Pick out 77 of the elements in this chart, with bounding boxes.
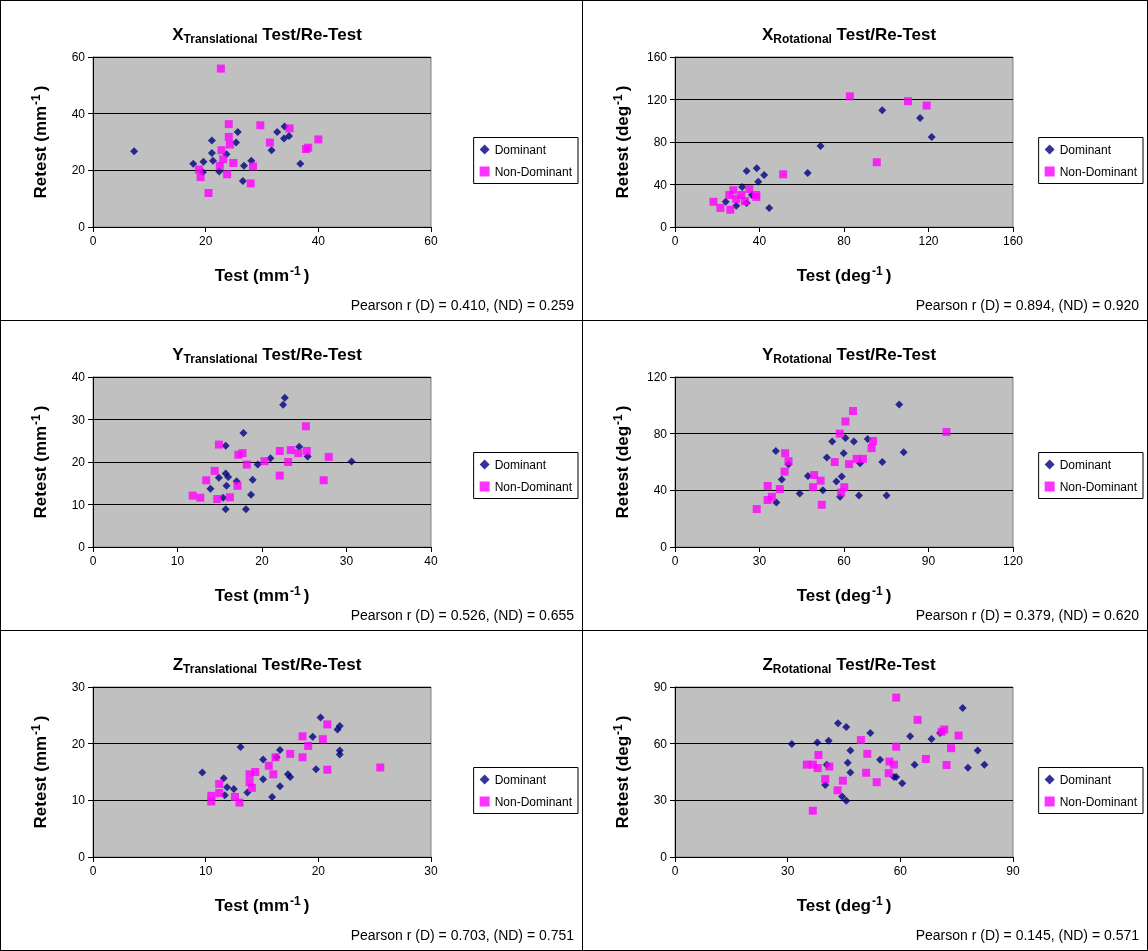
y-tick-label: 0: [78, 220, 86, 234]
x-tick-label: 0: [89, 234, 97, 248]
x-tick-label: 20: [198, 234, 213, 248]
legend-label: Non-Dominant: [494, 479, 573, 494]
text: Pearson r (D) = 0.526, (ND) = 0.655: [350, 607, 575, 623]
x-tick-label: 30: [752, 554, 767, 568]
x-tick-label: 10: [170, 554, 185, 568]
x-tick-label: 0: [89, 864, 97, 878]
y-tick-label: 0: [78, 540, 86, 554]
y-tick-label: 0: [660, 220, 668, 234]
x-tick-label: 20: [311, 864, 326, 878]
y-tick-label: 10: [71, 793, 86, 808]
x-tick-label: 0: [671, 234, 679, 248]
y-tick-label: 40: [653, 177, 668, 192]
y-tick-label: 160: [646, 50, 668, 64]
y-tick-label: 60: [71, 50, 86, 64]
x-tick-label: 90: [921, 554, 936, 568]
x-tick-label: 90: [1006, 864, 1020, 878]
x-tick-label: 40: [424, 554, 438, 568]
x-tick-label: 80: [837, 234, 851, 248]
x-tick-label: 40: [311, 234, 326, 248]
legend-label: Dominant: [1059, 457, 1112, 472]
legend-label: Dominant: [1059, 142, 1112, 157]
x-tick-label: 10: [198, 864, 213, 878]
y-axis-title: Retest (deg-1): [611, 85, 632, 199]
text: Pearson r (D) = 0.379, (ND) = 0.620: [915, 607, 1140, 623]
x-tick-label: 0: [671, 864, 679, 878]
y-tick-label: 80: [653, 135, 668, 149]
x-tick-label: 120: [1002, 554, 1024, 568]
y-axis-title: Retest (mm-1): [29, 715, 50, 829]
x-tick-label: 30: [339, 554, 354, 568]
x-tick-label: 60: [837, 554, 851, 568]
x-tick-label: 160: [1002, 234, 1024, 248]
text: Pearson r (D) = 0.145, (ND) = 0.571: [915, 927, 1140, 943]
y-axis-title: Retest (deg-1): [611, 715, 632, 829]
legend-label: Non-Dominant: [494, 164, 573, 179]
text: Pearson r (D) = 0.703, (ND) = 0.751: [350, 927, 575, 943]
y-tick-label: 40: [653, 483, 668, 498]
y-tick-label: 30: [653, 793, 668, 808]
legend-label: Non-Dominant: [1059, 164, 1138, 179]
y-axis-title: Retest (mm-1): [29, 85, 50, 199]
y-tick-label: 40: [71, 370, 86, 384]
y-axis-title: Retest (deg-1): [611, 405, 632, 519]
text: Pearson r (D) = 0.894, (ND) = 0.920: [915, 297, 1140, 313]
x-tick-label: 40: [752, 234, 767, 248]
x-tick-label: 30: [424, 864, 438, 878]
x-tick-label: 30: [780, 864, 795, 878]
x-tick-label: 20: [255, 554, 269, 568]
y-tick-label: 10: [71, 497, 86, 512]
legend-label: Dominant: [494, 142, 547, 157]
legend-label: Dominant: [1059, 772, 1112, 787]
legend-label: Non-Dominant: [1059, 794, 1138, 809]
legend-label: Dominant: [494, 457, 547, 472]
legend-label: Non-Dominant: [1059, 479, 1138, 494]
text: Pearson r (D) = 0.410, (ND) = 0.259: [350, 297, 575, 313]
legend-label: Non-Dominant: [494, 794, 573, 809]
x-tick-label: 120: [918, 234, 939, 248]
y-tick-label: 30: [71, 412, 86, 427]
y-tick-label: 20: [71, 455, 86, 469]
y-tick-label: 120: [646, 92, 668, 107]
y-tick-label: 40: [71, 106, 86, 121]
x-tick-label: 0: [89, 554, 97, 568]
y-tick-label: 0: [660, 540, 668, 554]
y-tick-label: 30: [71, 680, 86, 694]
legend-label: Dominant: [494, 772, 547, 787]
y-tick-label: 90: [653, 680, 668, 694]
x-tick-label: 0: [671, 554, 679, 568]
x-tick-label: 60: [424, 234, 438, 248]
y-tick-label: 0: [660, 850, 668, 864]
y-axis-title: Retest (mm-1): [29, 405, 50, 519]
y-tick-label: 60: [653, 736, 668, 751]
y-tick-label: 0: [78, 850, 86, 864]
y-tick-label: 120: [646, 370, 668, 384]
y-tick-label: 80: [653, 426, 668, 441]
y-tick-label: 20: [71, 736, 86, 751]
x-tick-label: 60: [893, 864, 908, 878]
y-tick-label: 20: [71, 163, 86, 178]
